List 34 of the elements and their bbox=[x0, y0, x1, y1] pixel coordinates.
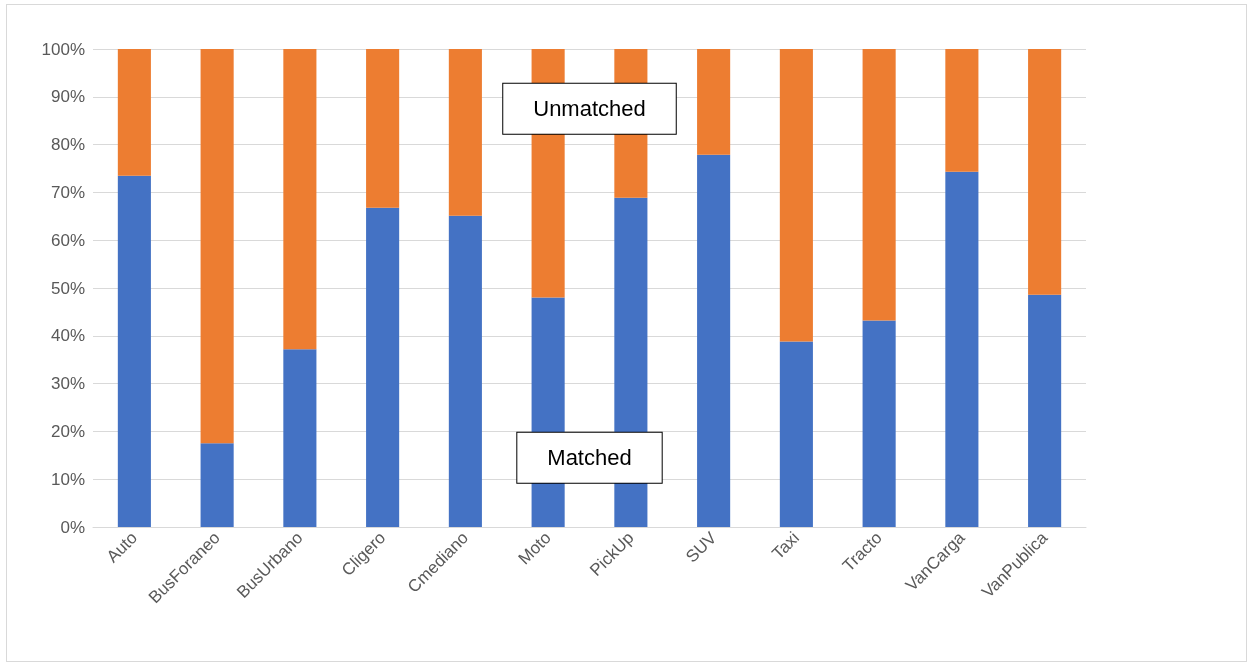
bar bbox=[862, 49, 896, 321]
bar bbox=[200, 443, 234, 527]
bar bbox=[283, 49, 317, 350]
x-tick-label: Taxi bbox=[768, 528, 804, 564]
bar bbox=[697, 154, 731, 527]
bar bbox=[366, 207, 400, 527]
y-tick-label: 80% bbox=[50, 135, 85, 155]
bar bbox=[862, 320, 896, 527]
bar bbox=[200, 49, 234, 444]
bar bbox=[697, 49, 731, 155]
y-tick-label: 60% bbox=[50, 230, 85, 250]
y-tick-label: 90% bbox=[50, 87, 85, 107]
bar bbox=[448, 49, 482, 216]
bar bbox=[945, 49, 979, 172]
y-tick-label: 100% bbox=[41, 39, 85, 59]
y-tick-label: 20% bbox=[50, 421, 85, 441]
y-tick-label: 10% bbox=[50, 469, 85, 489]
y-tick-label: 70% bbox=[50, 182, 85, 202]
bar bbox=[117, 175, 151, 527]
y-tick-label: 50% bbox=[50, 278, 85, 298]
bar bbox=[448, 215, 482, 527]
y-tick-label: 30% bbox=[50, 374, 85, 394]
series-label: Unmatched bbox=[533, 96, 646, 122]
bar bbox=[779, 341, 813, 527]
bar bbox=[366, 49, 400, 208]
bar bbox=[1028, 49, 1062, 295]
y-tick-label: 40% bbox=[50, 326, 85, 346]
bar bbox=[1028, 294, 1062, 527]
bar bbox=[117, 49, 151, 176]
bar bbox=[945, 171, 979, 527]
series-label: Matched bbox=[547, 445, 632, 471]
bar bbox=[779, 49, 813, 342]
y-tick-label: 0% bbox=[60, 517, 85, 537]
bar bbox=[283, 349, 317, 527]
